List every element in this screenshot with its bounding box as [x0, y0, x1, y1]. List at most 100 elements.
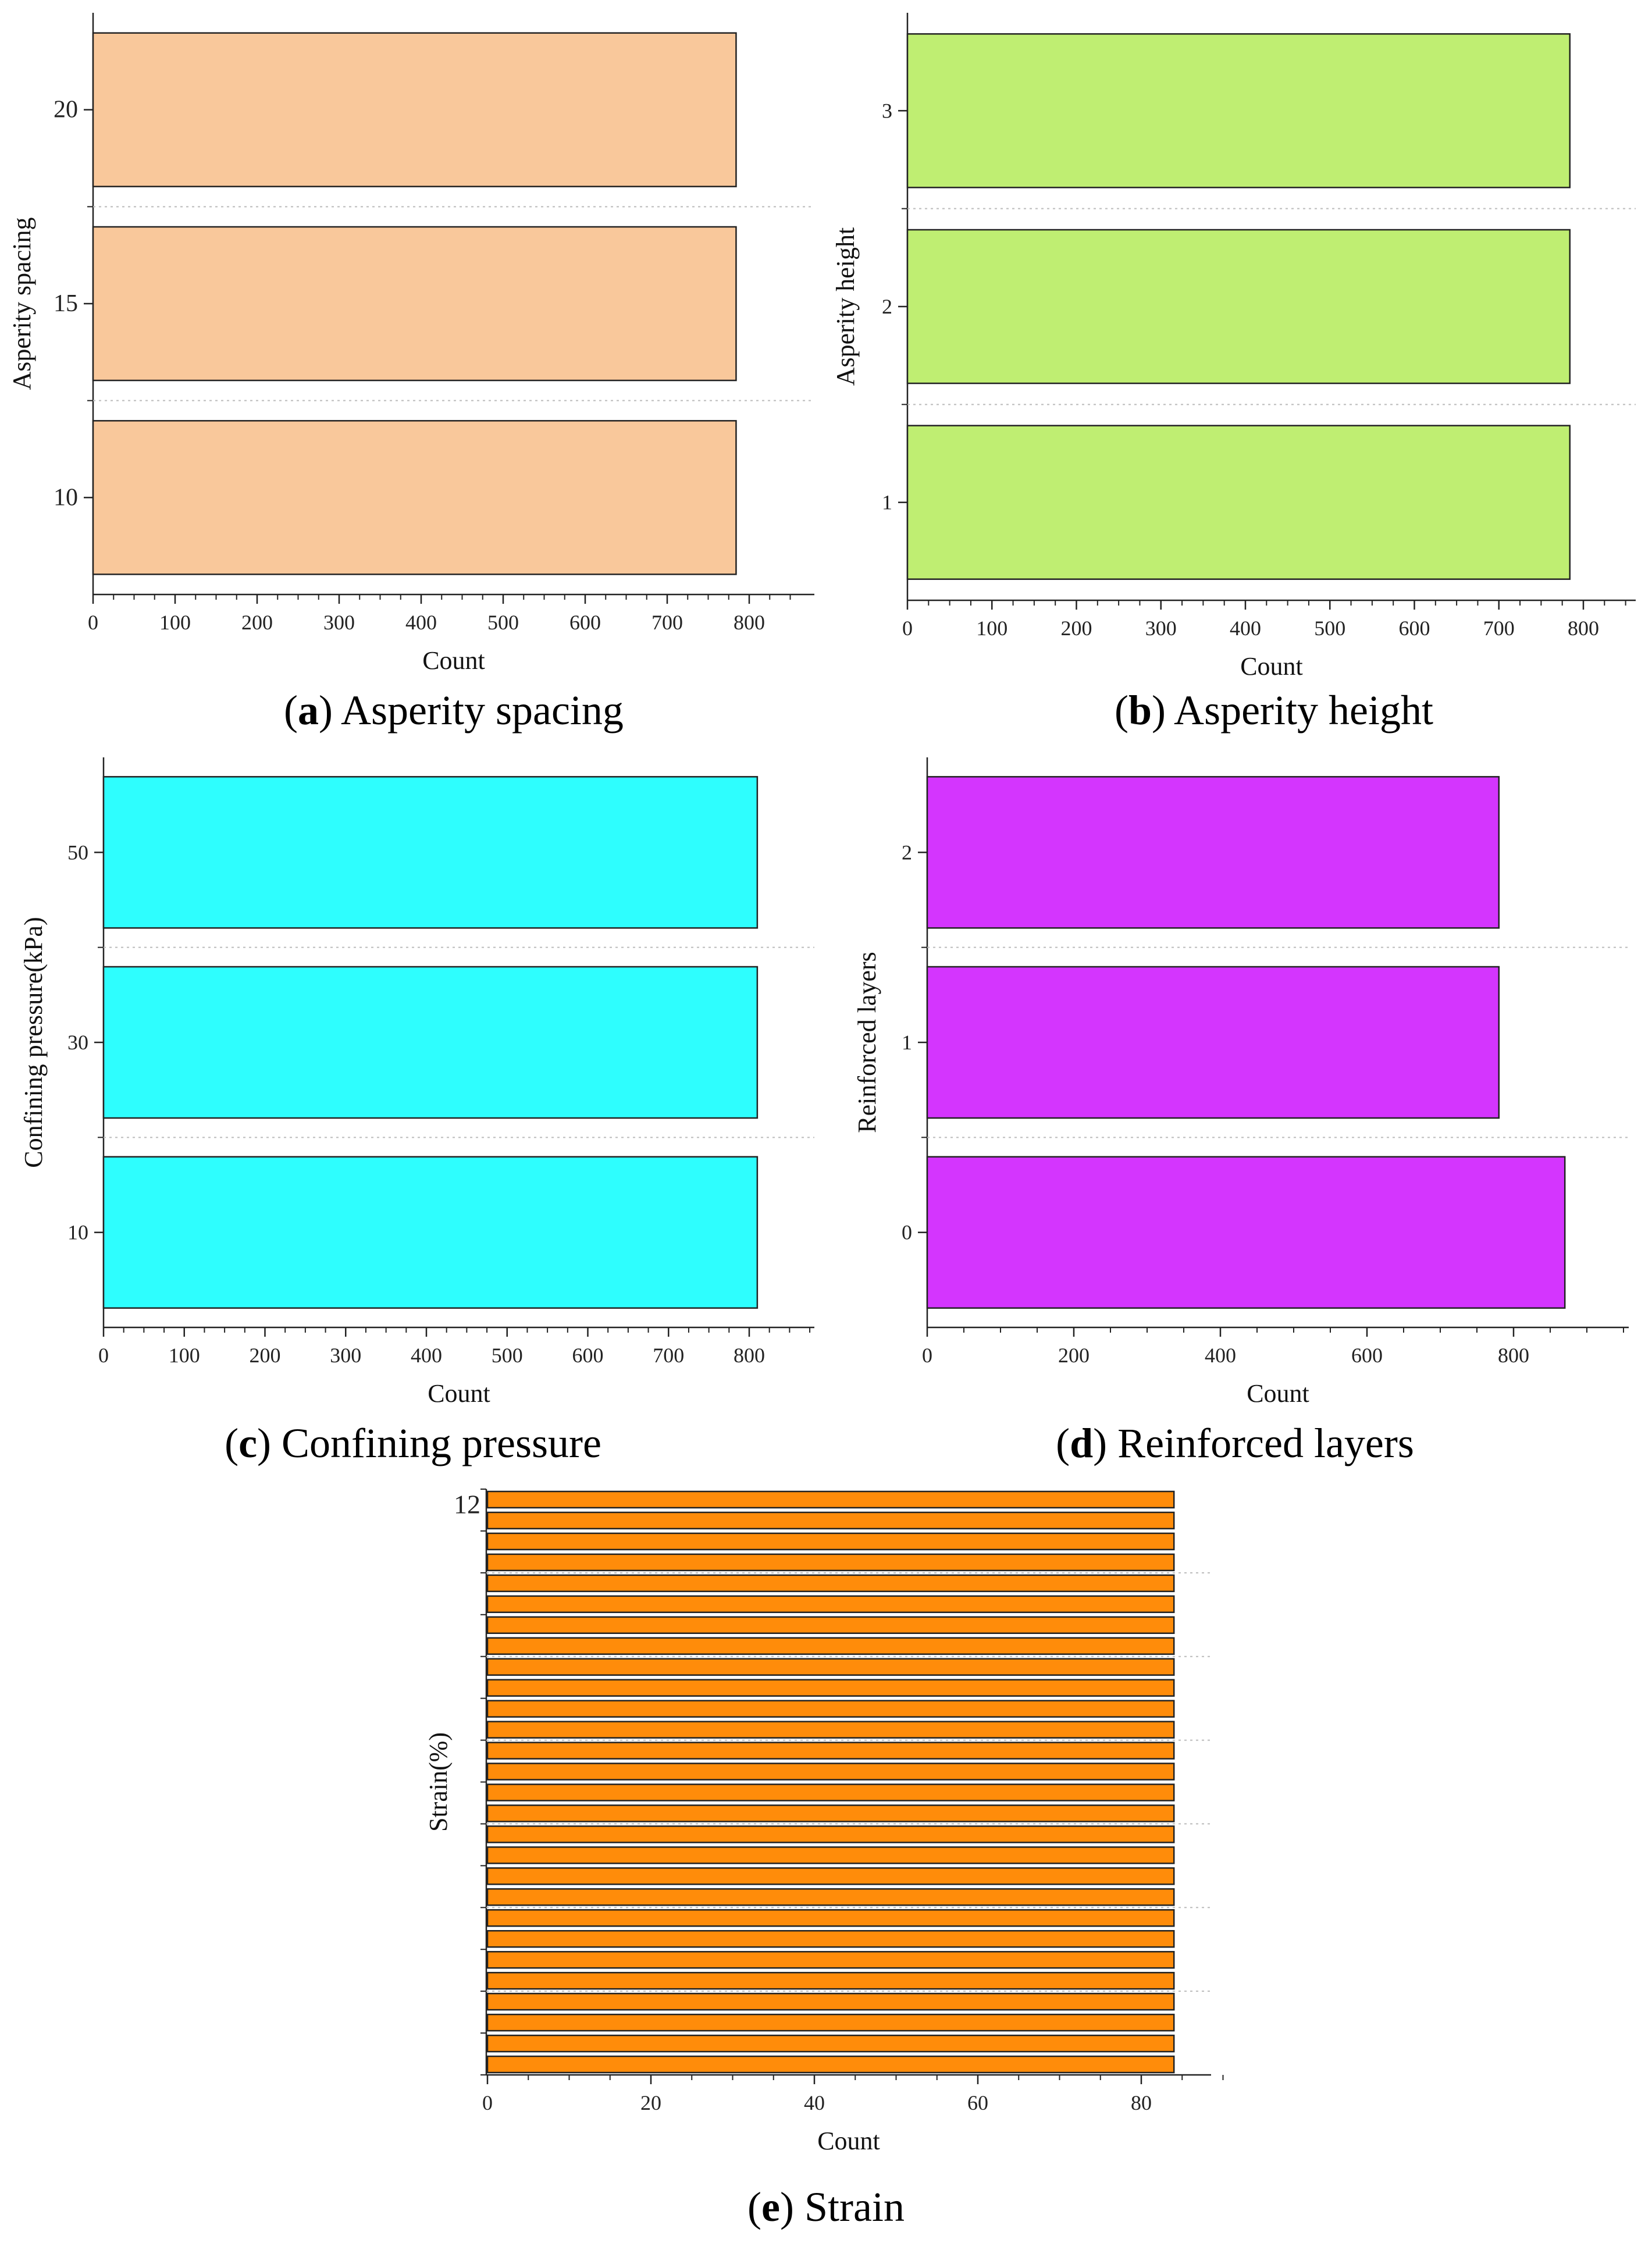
chart-strain: 12 0 20 40 60 80 Count Strain(%) (e) Strain — [424, 1489, 1224, 2230]
x-tick-label: 600 — [569, 611, 601, 634]
bar — [486, 1992, 1175, 2011]
bar — [926, 776, 1500, 929]
x-tick-label: 600 — [1399, 617, 1430, 640]
x-tick-label: 400 — [1230, 617, 1261, 640]
caption-letter: a — [298, 687, 319, 734]
bar — [486, 1950, 1175, 1969]
caption-letter: d — [1070, 1420, 1093, 1466]
x-tick-label: 400 — [1205, 1344, 1236, 1367]
y-tick-label: 10 — [67, 1221, 88, 1244]
y-tick-label: 30 — [67, 1031, 88, 1054]
panel-caption: (a) Asperity spacing — [284, 687, 624, 734]
x-tick-label: 400 — [405, 611, 437, 634]
bar — [926, 1156, 1566, 1309]
y-axis-label: Confining pressure(kPa) — [19, 917, 48, 1167]
bar — [486, 1490, 1175, 1509]
bar — [486, 1971, 1175, 1990]
x-axis-label: Count — [817, 2127, 880, 2155]
x-axis-label: Count — [422, 646, 485, 675]
y-tick-label: 1 — [882, 491, 892, 514]
bar — [486, 2055, 1175, 2074]
bar — [486, 1721, 1175, 1739]
y-tick-label: 0 — [902, 1221, 912, 1244]
bar — [906, 33, 1571, 188]
bar — [486, 1783, 1175, 1801]
y-tick-label: 10 — [54, 484, 78, 511]
x-tick-label: 300 — [1145, 617, 1177, 640]
bar — [926, 966, 1500, 1119]
bar — [486, 1574, 1175, 1593]
bar — [486, 1867, 1175, 1885]
x-axis-label: Count — [1240, 652, 1303, 681]
x-tick-label: 0 — [482, 2091, 493, 2114]
y-tick-label: 2 — [902, 841, 912, 864]
bar — [486, 1658, 1175, 1676]
x-axis-label: Count — [1247, 1379, 1309, 1408]
bar — [486, 1888, 1175, 1906]
x-tick-label: 100 — [169, 1344, 200, 1367]
y-tick-label: 3 — [882, 99, 892, 122]
x-tick-label: 40 — [804, 2091, 825, 2114]
bar — [486, 1825, 1175, 1843]
bar — [92, 226, 737, 382]
panel-caption: (e) Strain — [747, 2184, 905, 2230]
x-tick-label: 80 — [1131, 2091, 1152, 2114]
chart-asperity-height: 1 2 3 0 100 200 300 400 500 600 700 800 Count Asperit… — [831, 13, 1636, 734]
x-tick-label: 0 — [88, 611, 98, 634]
x-tick-label: 600 — [1351, 1344, 1383, 1367]
chart-reinforced-layers: 0 1 2 0 200 400 600 800 Count Reinforced layers (d… — [853, 757, 1629, 1466]
x-tick-label: 0 — [98, 1344, 109, 1367]
x-tick-label: 800 — [734, 1344, 765, 1367]
x-tick-label: 400 — [411, 1344, 442, 1367]
caption-letter: e — [761, 2184, 780, 2230]
x-tick-label: 100 — [976, 617, 1007, 640]
caption-letter: c — [238, 1420, 257, 1466]
x-tick-label: 800 — [1498, 1344, 1529, 1367]
x-tick-label: 500 — [492, 1344, 523, 1367]
bar — [486, 2013, 1175, 2032]
y-tick-label: 50 — [67, 841, 88, 864]
x-tick-label: 200 — [241, 611, 273, 634]
bar — [486, 1700, 1175, 1718]
x-tick-label: 700 — [653, 1344, 684, 1367]
bar — [906, 425, 1571, 580]
y-axis-label: Asperity height — [831, 227, 860, 386]
y-tick-label: 1 — [902, 1031, 912, 1054]
bar — [486, 1637, 1175, 1655]
bar — [92, 420, 737, 575]
bar — [486, 1616, 1175, 1634]
bar — [92, 32, 737, 187]
x-tick-label: 500 — [1314, 617, 1345, 640]
bar — [486, 1763, 1175, 1781]
x-tick-label: 300 — [323, 611, 355, 634]
x-tick-label: 800 — [1568, 617, 1599, 640]
y-tick-label: 20 — [54, 97, 78, 123]
y-axis-label: Reinforced layers — [853, 952, 881, 1133]
y-tick-label: 15 — [54, 290, 78, 317]
bar — [486, 1909, 1175, 1927]
x-tick-label: 20 — [640, 2091, 661, 2114]
bar — [906, 229, 1571, 384]
panel-caption: (c) Confining pressure — [225, 1420, 601, 1466]
bar — [102, 1156, 759, 1309]
bar — [486, 1679, 1175, 1697]
bar — [486, 1804, 1175, 1822]
bar — [486, 2034, 1175, 2053]
x-tick-label: 100 — [159, 611, 191, 634]
bar — [486, 1930, 1175, 1948]
x-tick-label: 700 — [1483, 617, 1515, 640]
x-tick-label: 200 — [1058, 1344, 1090, 1367]
x-axis-label: Count — [428, 1379, 490, 1408]
x-tick-label: 0 — [902, 617, 913, 640]
panel-caption: (d) Reinforced layers — [1056, 1420, 1414, 1466]
x-tick-label: 60 — [967, 2091, 988, 2114]
x-tick-label: 600 — [572, 1344, 604, 1367]
y-tick-label: 2 — [882, 295, 892, 318]
x-tick-label: 700 — [651, 611, 683, 634]
bar — [486, 1553, 1175, 1572]
bar — [486, 1511, 1175, 1530]
x-tick-label: 200 — [250, 1344, 281, 1367]
